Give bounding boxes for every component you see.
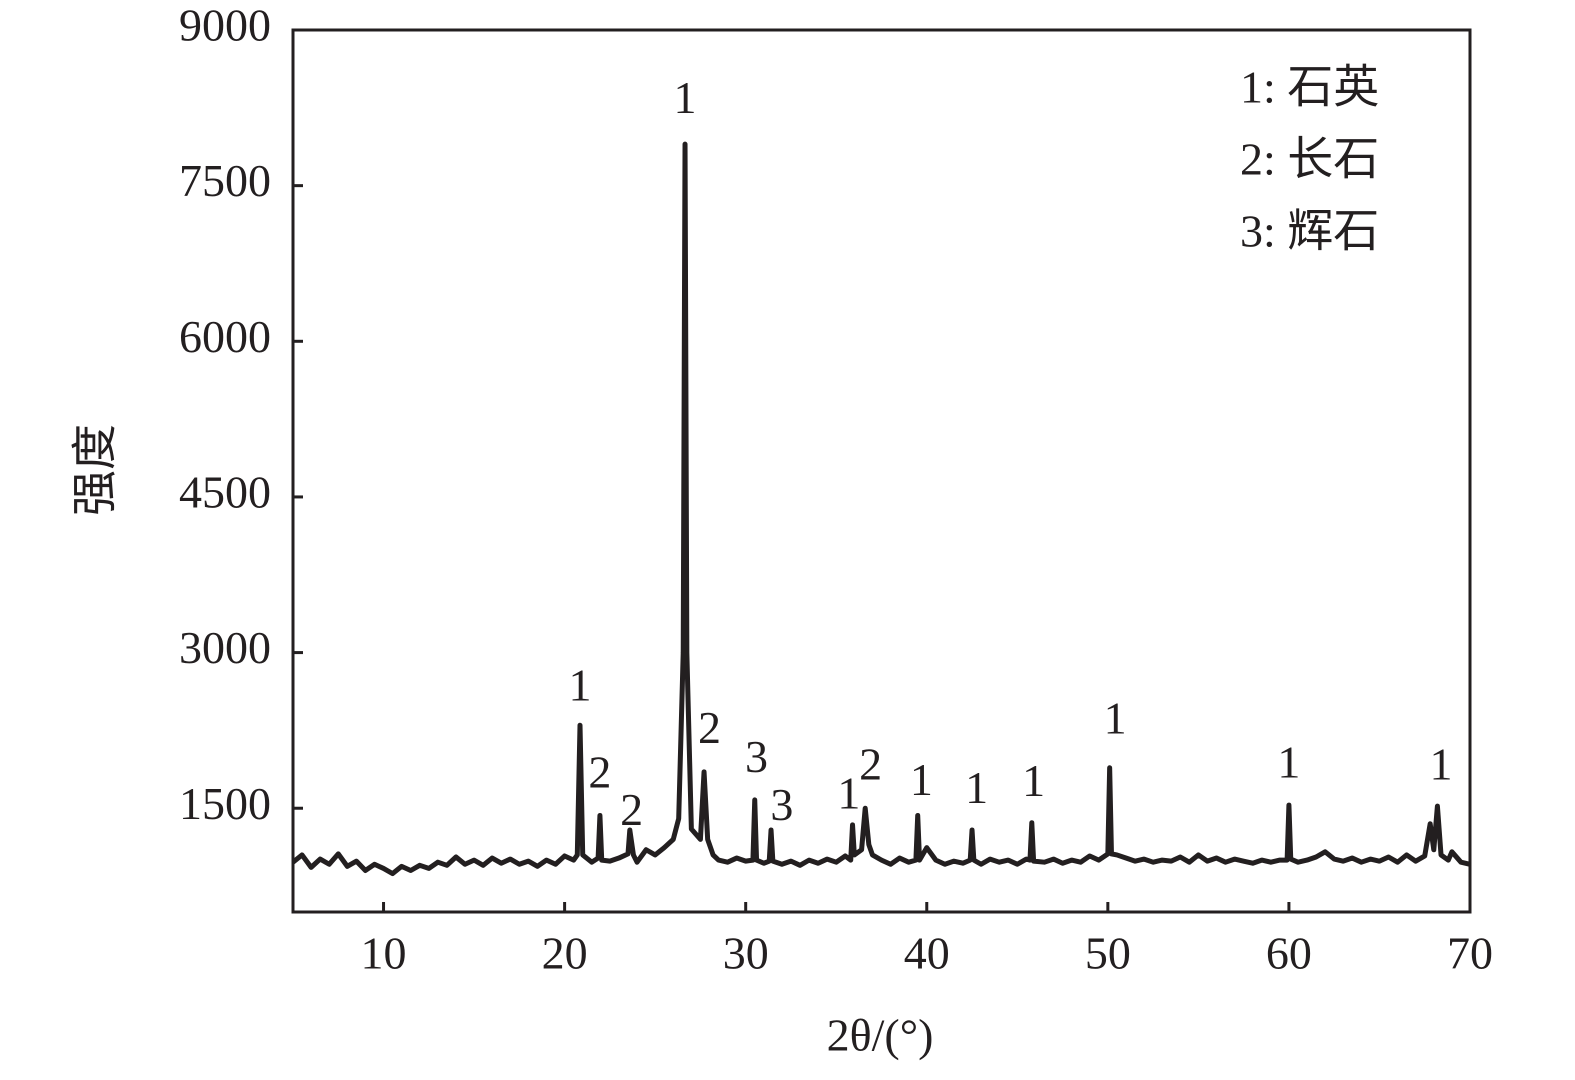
x-tick-label: 30 bbox=[723, 928, 769, 979]
peak-label: 1 bbox=[1277, 736, 1300, 787]
legend-text: 3: 辉石 bbox=[1240, 206, 1379, 257]
y-tick-label: 7500 bbox=[179, 155, 271, 206]
xrd-line bbox=[291, 141, 1471, 877]
x-tick-label: 40 bbox=[904, 928, 950, 979]
y-tick-label: 1500 bbox=[179, 778, 271, 829]
y-axis-label: 强度 bbox=[70, 424, 121, 516]
peak-label: 2 bbox=[620, 784, 643, 835]
peak-label: 1 bbox=[965, 762, 988, 813]
peak-label: 1 bbox=[1104, 693, 1127, 744]
peak-label: 1 bbox=[674, 72, 697, 123]
legend-text: 2: 长石 bbox=[1240, 134, 1379, 185]
y-tick-label: 9000 bbox=[179, 0, 271, 51]
plot-frame bbox=[291, 28, 1472, 914]
peak-label: 1 bbox=[1022, 755, 1045, 806]
peak-label: 2 bbox=[859, 738, 882, 789]
legend-text: 1: 石英 bbox=[1240, 62, 1379, 113]
x-tick-label: 10 bbox=[361, 928, 407, 979]
peak-label: 3 bbox=[770, 779, 793, 830]
peak-label: 2 bbox=[588, 747, 611, 798]
x-tick-label: 70 bbox=[1447, 928, 1493, 979]
peak-label: 1 bbox=[1430, 738, 1453, 789]
peak-label: 1 bbox=[569, 660, 592, 711]
x-tick-label: 50 bbox=[1085, 928, 1131, 979]
y-tick-label: 3000 bbox=[179, 622, 271, 673]
peak-label: 1 bbox=[910, 754, 933, 805]
y-tick-label: 4500 bbox=[179, 467, 271, 518]
x-tick-label: 60 bbox=[1266, 928, 1312, 979]
x-axis-label: 2θ/(°) bbox=[827, 1010, 934, 1061]
peak-label: 1 bbox=[837, 767, 860, 818]
x-tick-label: 20 bbox=[542, 928, 588, 979]
y-tick-label: 6000 bbox=[179, 311, 271, 362]
peak-label: 2 bbox=[698, 702, 721, 753]
peak-label: 3 bbox=[745, 731, 768, 782]
